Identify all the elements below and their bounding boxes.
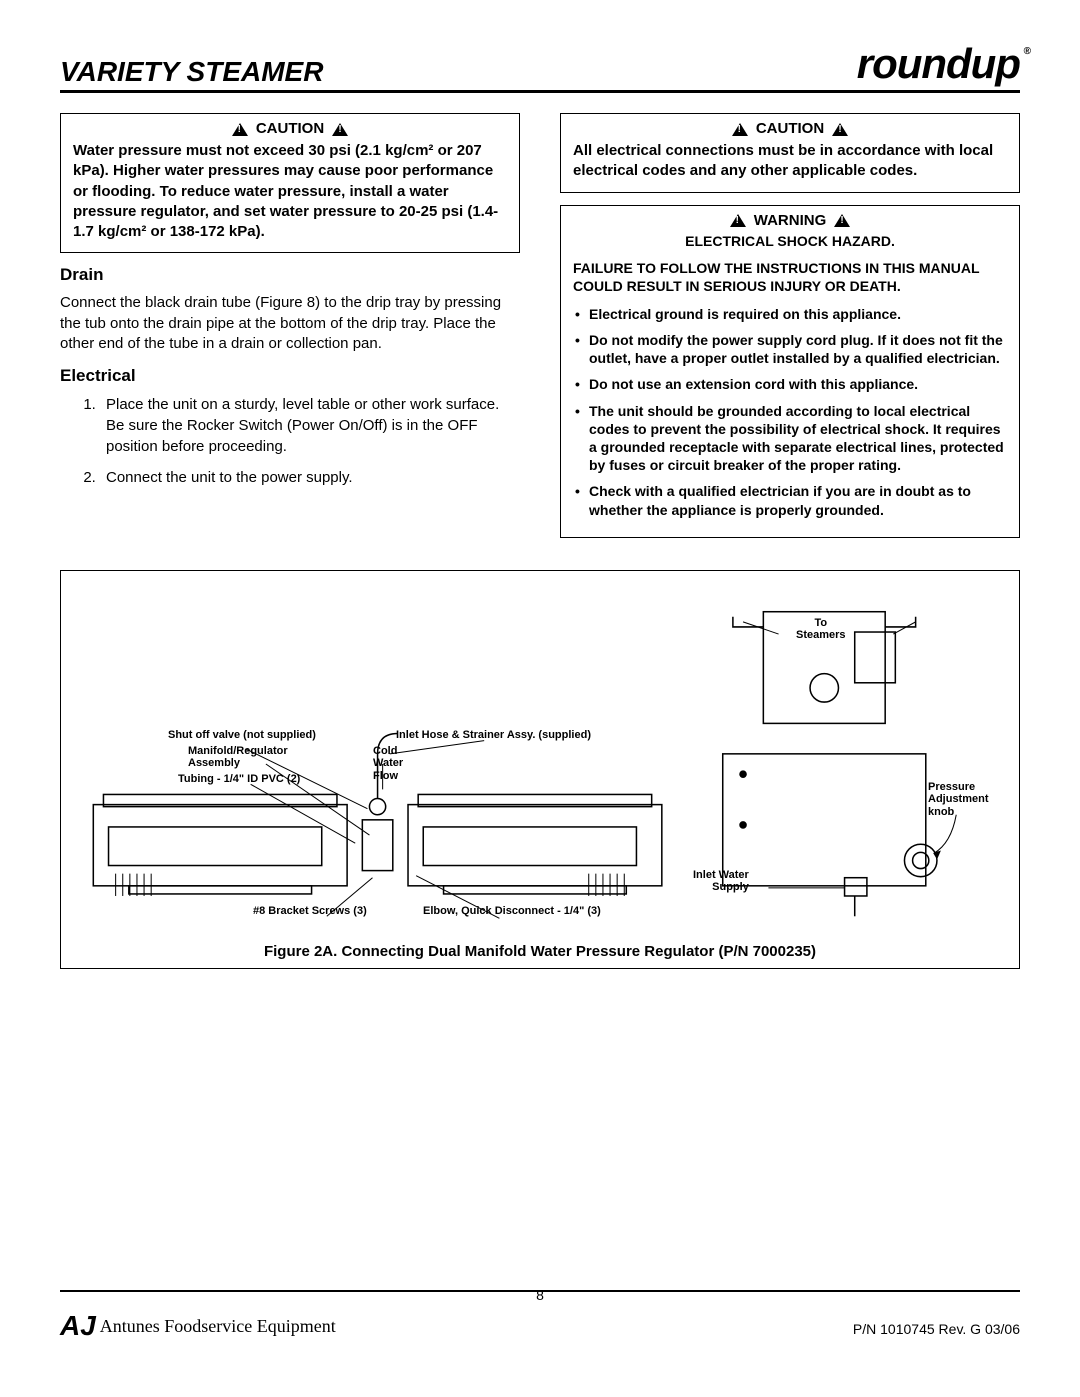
caution-box-electrical: CAUTION All electrical connections must … [560, 113, 1020, 193]
list-item: Check with a qualified electrician if yo… [573, 482, 1007, 518]
diagram: To Steamers Shut off valve (not supplied… [73, 589, 1007, 939]
footer: AJ Antunes Foodservice Equipment 8 P/N 1… [60, 1315, 1020, 1337]
warning-bullets: Electrical ground is required on this ap… [573, 305, 1007, 519]
drain-heading: Drain [60, 265, 520, 285]
right-column: CAUTION All electrical connections must … [560, 113, 1020, 550]
caution-header: CAUTION [573, 120, 1007, 137]
page-title: VARIETY STEAMER [60, 56, 323, 88]
list-item: The unit should be grounded according to… [573, 402, 1007, 475]
list-item: Do not modify the power supply cord plug… [573, 331, 1007, 367]
warning-box: WARNING ELECTRICAL SHOCK HAZARD. FAILURE… [560, 205, 1020, 538]
page-number: 8 [536, 1287, 544, 1303]
label-tubing: Tubing - 1/4" ID PVC (2) [178, 773, 300, 786]
caution-box-water: CAUTION Water pressure must not exceed 3… [60, 113, 520, 253]
aj-logo-icon: AJ [60, 1315, 96, 1337]
warning-triangle-icon [232, 123, 248, 136]
figure-box: To Steamers Shut off valve (not supplied… [60, 570, 1020, 969]
caution-text: Water pressure must not exceed 30 psi (2… [73, 141, 507, 242]
label-shutoff: Shut off valve (not supplied) [168, 729, 316, 742]
label-inlet-water: Inlet Water Supply [693, 869, 749, 894]
caution-text: All electrical connections must be in ac… [573, 141, 1007, 182]
label-bracket: #8 Bracket Screws (3) [253, 905, 367, 918]
brand-logo: roundup [857, 40, 1020, 88]
electrical-steps: Place the unit on a sturdy, level table … [100, 394, 520, 488]
label-to-steamers: To Steamers [796, 617, 846, 642]
list-item: Do not use an extension cord with this a… [573, 375, 1007, 393]
label-inlet-hose: Inlet Hose & Strainer Assy. (supplied) [396, 729, 591, 742]
warning-triangle-icon [832, 123, 848, 136]
figure-caption: Figure 2A. Connecting Dual Manifold Wate… [73, 943, 1007, 960]
drain-text: Connect the black drain tube (Figure 8) … [60, 293, 520, 354]
warning-label: WARNING [754, 212, 827, 229]
warning-triangle-icon [834, 214, 850, 227]
caution-label: CAUTION [756, 120, 824, 137]
left-column: CAUTION Water pressure must not exceed 3… [60, 113, 520, 550]
shock-hazard: ELECTRICAL SHOCK HAZARD. [573, 233, 1007, 249]
warning-triangle-icon [332, 123, 348, 136]
label-cold-water: Cold Water Flow [373, 745, 403, 783]
caution-header: CAUTION [73, 120, 507, 137]
failure-text: FAILURE TO FOLLOW THE INSTRUCTIONS IN TH… [573, 259, 1007, 295]
list-item: Place the unit on a sturdy, level table … [100, 394, 520, 457]
part-number: P/N 1010745 Rev. G 03/06 [853, 1321, 1020, 1337]
caution-label: CAUTION [256, 120, 324, 137]
list-item: Electrical ground is required on this ap… [573, 305, 1007, 323]
label-elbow: Elbow, Quick Disconnect - 1/4" (3) [423, 905, 601, 918]
list-item: Connect the unit to the power supply. [100, 467, 520, 488]
header: VARIETY STEAMER roundup [60, 40, 1020, 93]
label-manifold: Manifold/Regulator Assembly [188, 745, 288, 770]
warning-triangle-icon [732, 123, 748, 136]
content: CAUTION Water pressure must not exceed 3… [60, 113, 1020, 550]
warning-triangle-icon [730, 214, 746, 227]
label-pressure-knob: Pressure Adjustment knob [928, 781, 989, 819]
footer-logo: AJ Antunes Foodservice Equipment [60, 1315, 336, 1337]
company-name: Antunes Foodservice Equipment [100, 1316, 336, 1337]
warning-header: WARNING [573, 212, 1007, 229]
electrical-heading: Electrical [60, 366, 520, 386]
